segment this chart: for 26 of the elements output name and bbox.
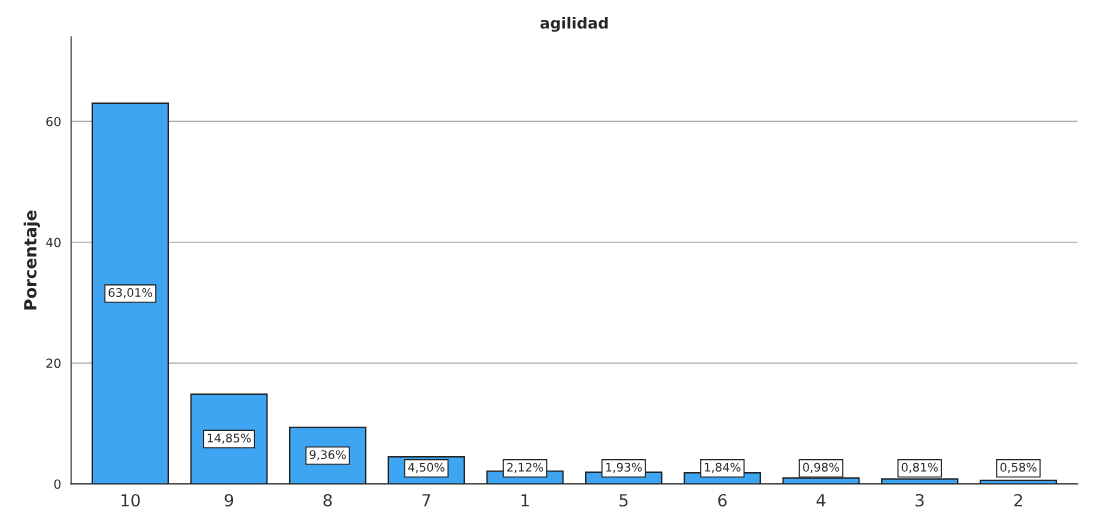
x-tick-label: 7 (422, 494, 431, 507)
data-label: 0,58% (1000, 462, 1037, 473)
x-tick-label: 3 (915, 493, 924, 507)
chart-title: agilidad (540, 16, 608, 32)
data-label: 0,98% (803, 462, 840, 473)
data-label: 4,50% (408, 462, 445, 473)
x-tick-label: 4 (816, 494, 826, 507)
data-label: 1,93% (606, 462, 642, 473)
y-tick-label: 60 (46, 116, 61, 127)
data-label: 14,85% (207, 433, 251, 444)
data-label: 0,81% (901, 462, 938, 473)
x-tick-label: 8 (323, 493, 332, 507)
x-tick-label: 10 (121, 493, 140, 507)
x-tick-label: 2 (1014, 493, 1023, 507)
data-label: 2,12% (507, 462, 544, 473)
data-label: 9,36% (309, 450, 346, 461)
x-tick-label: 6 (718, 493, 727, 507)
y-tick-label: 20 (46, 358, 61, 369)
y-axis-title: Porcentaje (23, 210, 40, 310)
y-tick-label: 40 (46, 237, 61, 248)
x-tick-label: 5 (619, 494, 628, 507)
y-tick-label: 0 (54, 479, 61, 489)
x-tick-label: 9 (224, 493, 234, 507)
x-tick-label: 1 (521, 494, 529, 507)
data-label: 63,01% (108, 288, 153, 299)
data-label: 1,84% (704, 462, 741, 473)
